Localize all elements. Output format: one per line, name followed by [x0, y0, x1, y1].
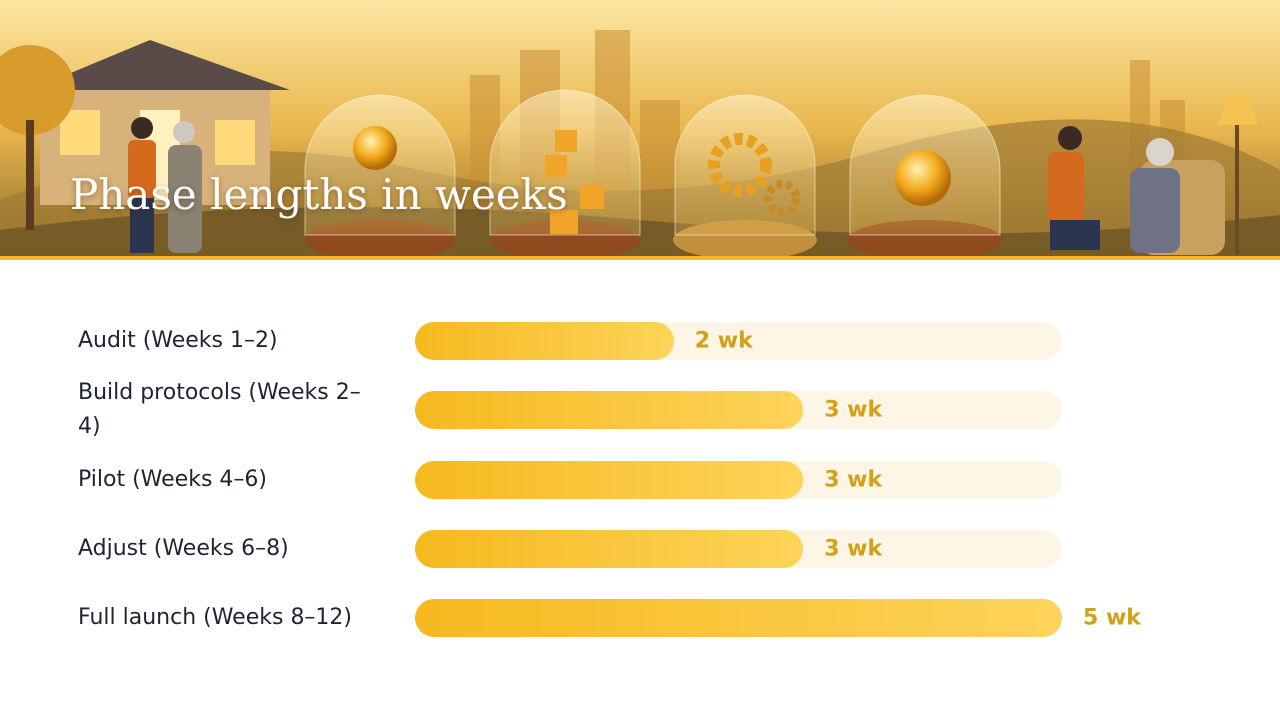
bar — [415, 322, 674, 360]
people-left — [128, 117, 202, 253]
people-right — [1048, 95, 1258, 255]
chart-title: Phase lengths in weeks — [70, 170, 568, 219]
bar — [415, 529, 804, 568]
value-label: 3 wk — [824, 397, 883, 423]
category-label: Adjust (Weeks 6–8) — [78, 535, 289, 561]
value-label: 5 wk — [1083, 605, 1141, 631]
category-label: Full launch (Weeks 8–12) — [78, 605, 353, 631]
chart: Audit (Weeks 1–2) 2 wk Build protocols (We… — [0, 260, 1280, 720]
category-label: Pilot (Weeks 4–6) — [78, 466, 267, 492]
domes — [304, 89, 1003, 260]
value-label: 3 wk — [824, 536, 883, 562]
category-label: Audit (Weeks 1–2) — [78, 328, 278, 353]
bar — [415, 391, 804, 430]
value-label: 3 wk — [824, 467, 883, 493]
header-illustration — [0, 0, 1280, 260]
bar — [415, 599, 1062, 638]
category-label: Build protocols (Weeks 2–4) — [78, 380, 361, 440]
bar — [415, 460, 804, 499]
value-label: 2 wk — [694, 328, 753, 354]
